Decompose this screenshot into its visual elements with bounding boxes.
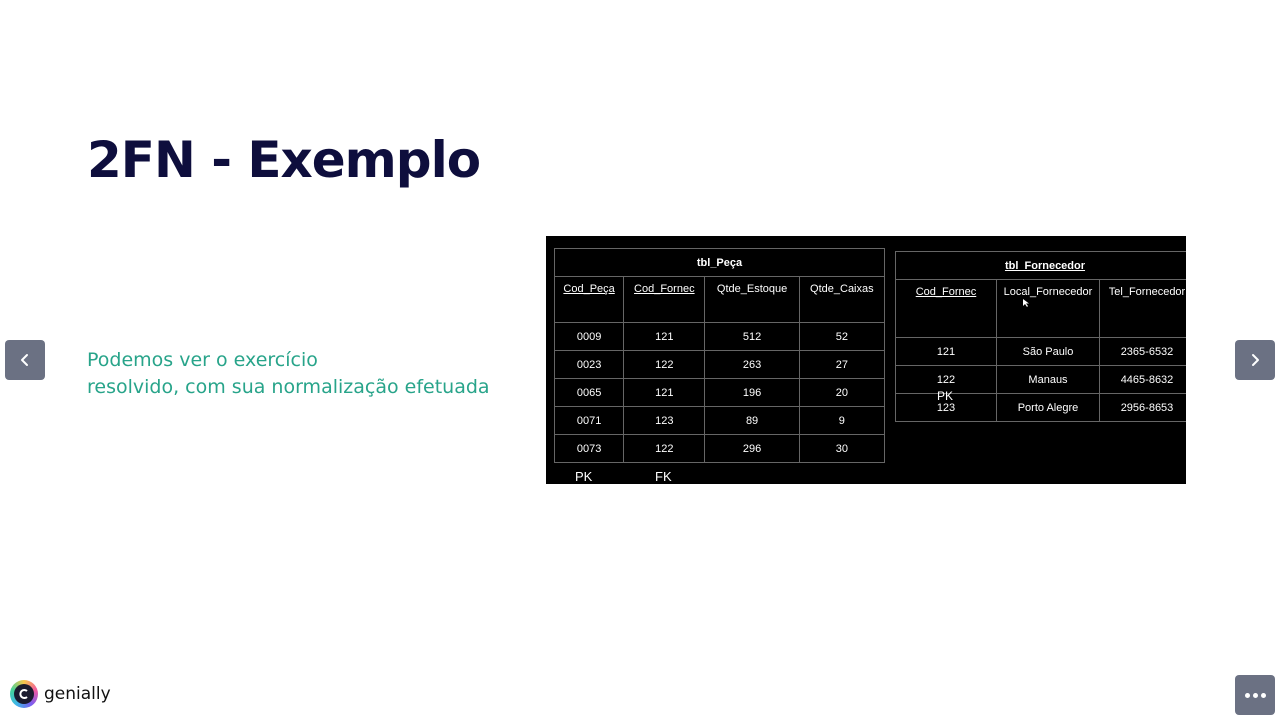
table-cell: 30 [798,434,886,463]
table-cell: São Paulo [996,337,1100,366]
table-cell: 0023 [553,350,625,379]
genially-mark-icon [19,689,28,699]
dot-icon [1252,692,1258,698]
table-cell: 296 [704,434,800,463]
table-row: 121 São Paulo 2365-6532 [895,337,1186,366]
table-cell: 0009 [553,322,625,351]
tbl-peca-caption: tbl_Peça [554,248,885,277]
table-cell: 20 [798,378,886,407]
table-cell: 52 [798,322,886,351]
genially-brand[interactable]: genially [10,679,111,709]
table-cell: 263 [704,350,800,379]
table-cell: 2956-8653 [1099,393,1186,422]
column-header: Local_Fornecedor [996,279,1100,338]
table-cell: 123 [895,393,997,422]
table-row: 0071 123 89 9 [553,406,886,435]
pk-label: PK [937,389,954,403]
table-row: 0009 121 512 52 [553,322,886,351]
normalization-example-image: tbl_Peça Cod_Peça Cod_Fornec Qtde_Estoqu… [546,236,1186,484]
table-cell: 123 [623,406,706,435]
previous-slide-button[interactable] [5,340,45,380]
table-cell: 122 [623,434,706,463]
chevron-left-icon [21,354,28,366]
fk-label: FK [655,469,672,484]
mouse-pointer-icon [1023,299,1029,307]
table-cell: 196 [704,378,800,407]
brand-name: genially [44,684,111,704]
next-slide-button[interactable] [1235,340,1275,380]
slide-title: 2FN - Exemplo [87,131,481,189]
table-cell: 2365-6532 [1099,337,1186,366]
tbl-peca-table: tbl_Peça Cod_Peça Cod_Fornec Qtde_Estoqu… [553,248,886,463]
table-cell: Porto Alegre [996,393,1100,422]
tbl-fornecedor-caption: tbl_Fornecedor [1004,259,1086,272]
tbl-fornecedor-table: tbl_Fornecedor Cod_Fornec Local_Forneced… [895,251,1186,422]
table-row: 0073 122 296 30 [553,434,886,463]
table-cell: 512 [704,322,800,351]
table-cell: 89 [704,406,800,435]
table-row: 0023 122 263 27 [553,350,886,379]
table-cell: 0073 [553,434,625,463]
table-cell: 121 [623,322,706,351]
table-cell: 0065 [553,378,625,407]
table-cell: 122 [895,365,997,394]
table-row: 122 Manaus 4465-8632 [895,365,1186,394]
table-cell: 9 [798,406,886,435]
chevron-right-icon [1252,354,1259,366]
pk-label: PK [575,469,593,484]
table-row: 123 Porto Alegre 2956-8653 [895,393,1186,422]
table-row: 0065 121 196 20 [553,378,886,407]
dot-icon [1260,692,1266,698]
more-options-button[interactable] [1235,675,1275,715]
slide-subtitle: Podemos ver o exercício resolvido, com s… [87,347,527,401]
column-header: Cod_Fornec [623,276,706,323]
table-cell: 121 [623,378,706,407]
column-header: Qtde_Caixas [798,276,886,323]
subtitle-line-2: resolvido, com sua normalização efetuada [87,376,490,398]
table-cell: 121 [895,337,997,366]
dot-icon [1244,692,1250,698]
column-header: Qtde_Estoque [704,276,800,323]
column-header: Tel_Fornecedor [1099,279,1186,338]
column-header: Cod_Peça [553,276,625,323]
table-cell: 0071 [553,406,625,435]
table-cell: 4465-8632 [1099,365,1186,394]
subtitle-line-1: Podemos ver o exercício [87,349,318,371]
genially-logo-icon [10,680,38,708]
column-header: Cod_Fornec [895,279,997,338]
table-cell: 27 [798,350,886,379]
table-cell: 122 [623,350,706,379]
table-cell: Manaus [996,365,1100,394]
